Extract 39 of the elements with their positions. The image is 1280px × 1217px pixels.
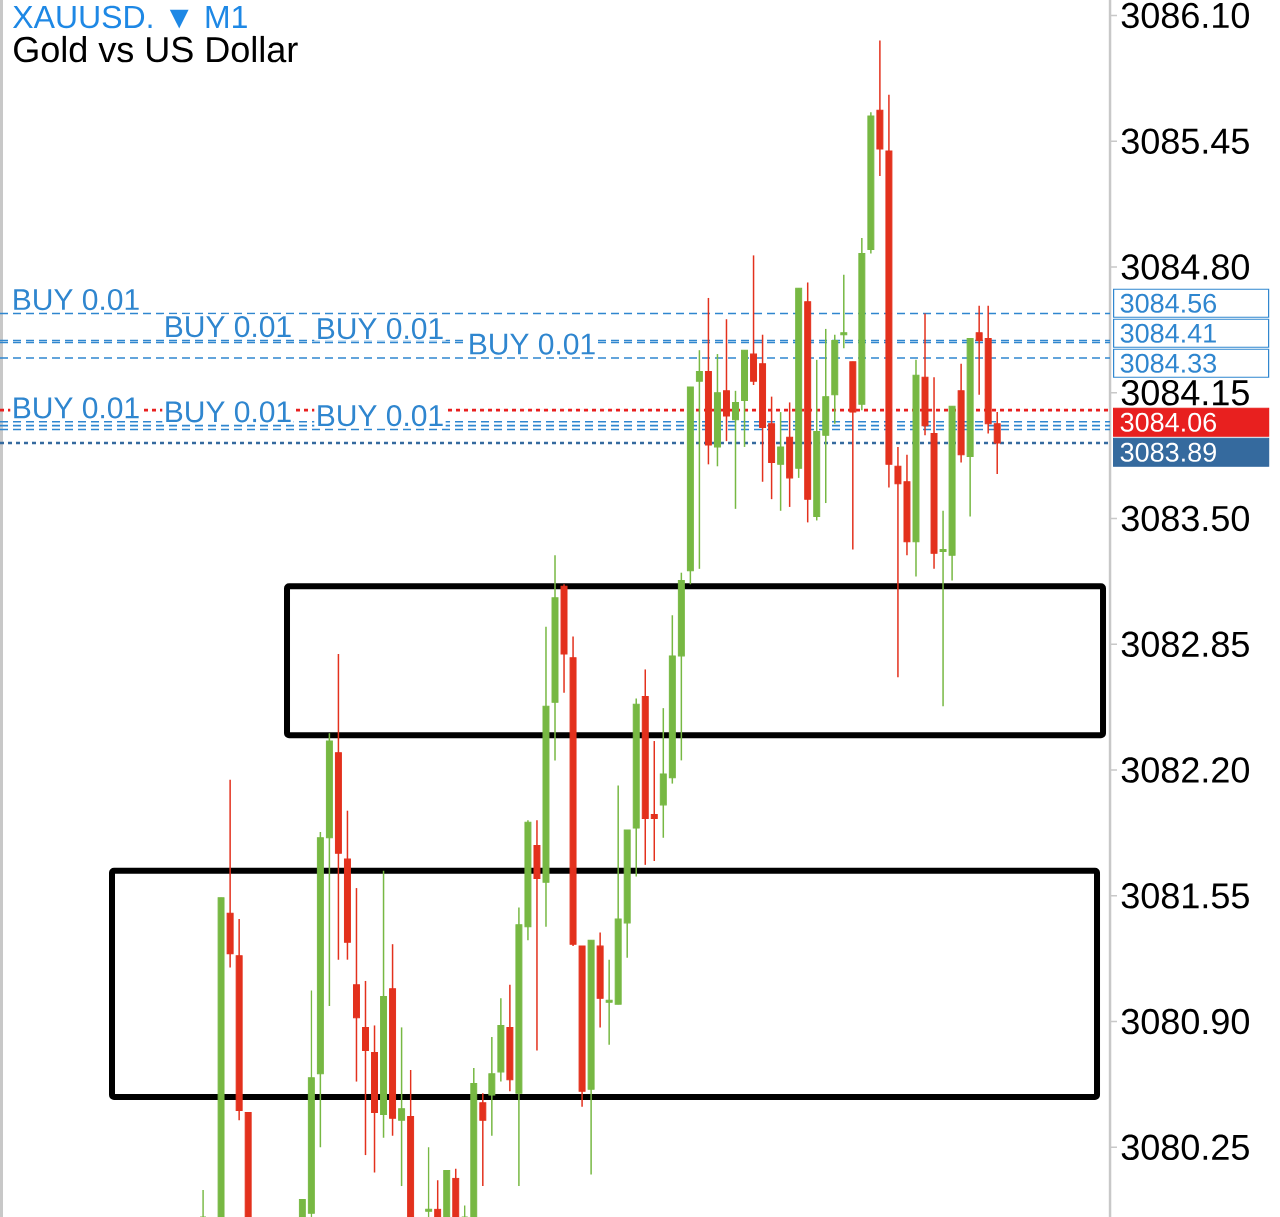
y-tick-label: 3081.55 (1121, 883, 1249, 909)
candlestick (605, 958, 613, 1046)
candlestick (434, 1179, 442, 1217)
ref-line-label: BUY 0.01 (14, 397, 139, 419)
candlestick (425, 1146, 433, 1217)
ref-line-label: BUY 0.01 (14, 288, 139, 311)
candlestick (777, 411, 785, 512)
y-tick-label: 3084.80 (1121, 254, 1249, 280)
candlestick (488, 1036, 496, 1137)
candlestick (398, 1026, 406, 1187)
chart-title: XAUUSD. ▼ M1 (12, 5, 247, 29)
y-tick-label: 3084.15 (1121, 380, 1249, 406)
text: Gold vs US Dollar (14, 35, 298, 63)
y-tick-label: 3080.25 (1121, 1134, 1249, 1161)
candlestick (362, 980, 369, 1156)
ref-line-label: 3084.06 (1120, 412, 1217, 432)
candlestick (993, 411, 1001, 475)
candlestick (650, 740, 658, 862)
y-tick-label: 3080.90 (1121, 1008, 1249, 1035)
candlestick (479, 1092, 487, 1187)
candlestick (975, 304, 983, 396)
ref-line-label: BUY 0.01 (318, 317, 443, 340)
candlestick (695, 349, 703, 570)
ref-line-label: BUY 0.01 (318, 405, 443, 427)
y-tick-label: 3085.45 (1121, 128, 1249, 154)
y-tick-label: 3082.85 (1121, 631, 1249, 658)
ref-line-label: 3083.89 (1120, 442, 1216, 462)
text: 3084.56 (1120, 293, 1217, 313)
text: 3084.33 (1120, 353, 1217, 373)
y-tick-label: 3083.50 (1121, 505, 1249, 532)
text: 3084.41 (1120, 323, 1216, 343)
y-tick-label: 3082.20 (1121, 757, 1249, 783)
candlestick (732, 390, 739, 510)
candlestick (199, 1189, 207, 1217)
ref-line-label: BUY 0.01 (470, 333, 595, 355)
y-tick-label: 3086.10 (1121, 2, 1249, 29)
ref-line-label: BUY 0.01 (166, 401, 291, 423)
candlestick (840, 273, 848, 349)
ref-line-label: BUY 0.01 (166, 316, 291, 338)
